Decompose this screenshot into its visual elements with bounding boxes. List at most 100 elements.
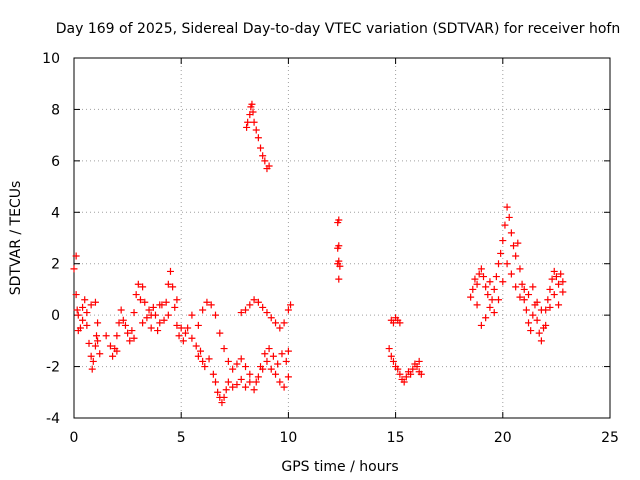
data-point [490,285,498,293]
data-point [402,373,410,381]
data-point [265,345,273,353]
data-point [147,324,155,332]
data-point [542,321,550,329]
data-point [550,267,558,275]
data-point [164,311,172,319]
data-point [252,126,260,134]
data-point [209,370,217,378]
data-point [94,337,102,345]
data-point [74,311,82,319]
data-point [475,270,483,278]
data-point [282,357,290,365]
data-point [261,350,269,358]
data-point [102,332,110,340]
data-point [520,285,528,293]
data-point [250,118,258,126]
data-point [505,213,513,221]
plot-frame [73,57,611,419]
data-point [117,306,125,314]
data-point [194,352,202,360]
data-point [546,285,554,293]
data-point [246,301,254,309]
data-point [415,357,423,365]
data-point [134,280,142,288]
data-point [199,357,207,365]
data-point [495,260,503,268]
data-point [199,306,207,314]
data-point [525,291,533,299]
data-point [497,249,505,257]
data-point [254,134,262,142]
data-point [72,252,80,260]
data-point [522,306,530,314]
data-point [91,298,99,306]
data-point [482,283,490,291]
data-point [516,265,524,273]
data-point [486,303,494,311]
data-point [514,239,522,247]
data-point [119,316,127,324]
data-point [246,370,254,378]
data-point [73,306,81,314]
data-point [179,337,187,345]
data-point [477,265,485,273]
data-point [88,365,96,373]
data-point [154,327,162,335]
data-point [263,357,271,365]
data-point [400,378,408,386]
data-point [83,309,91,317]
data-point [83,321,91,329]
data-point [96,350,104,358]
data-point [335,257,343,265]
data-point [473,280,481,288]
data-point [272,370,280,378]
data-point [267,365,275,373]
data-point [162,298,170,306]
x-tick-label: 5 [177,430,186,446]
data-point [128,327,136,335]
data-point [237,309,245,317]
data-point [276,324,284,332]
data-point [265,162,273,170]
data-point [218,399,226,407]
y-tick-label: 8 [51,102,60,118]
data-point [249,108,257,116]
x-axis-label: GPS time / hours [281,459,398,475]
data-point [529,283,537,291]
data-point [115,319,123,327]
data-point [145,306,153,314]
data-point [284,347,292,355]
data-point [261,157,269,165]
data-point [233,360,241,368]
data-point [272,319,280,327]
data-point [259,152,267,160]
data-point [535,329,543,337]
data-point [525,319,533,327]
data-point [113,332,121,340]
data-point [188,311,196,319]
data-point [139,319,147,327]
data-point [214,388,222,396]
y-axis-label: SDTVAR / TECUs [8,181,24,296]
data-point [499,278,507,286]
data-point [224,378,232,386]
data-point [471,275,479,283]
data-point [207,301,215,309]
data-point [156,319,164,327]
data-point [486,278,494,286]
data-point [70,265,78,273]
y-tick-label: -4 [46,411,60,427]
data-point [409,365,417,373]
data-point [488,296,496,304]
data-point [250,296,258,304]
y-tick-label: 2 [51,257,60,273]
data-point [407,370,415,378]
data-point [79,303,87,311]
data-point [188,334,196,342]
data-point [113,347,121,355]
data-point [169,283,177,291]
data-point [242,383,250,391]
data-point [550,291,558,299]
data-point [548,275,556,283]
data-point [93,332,101,340]
